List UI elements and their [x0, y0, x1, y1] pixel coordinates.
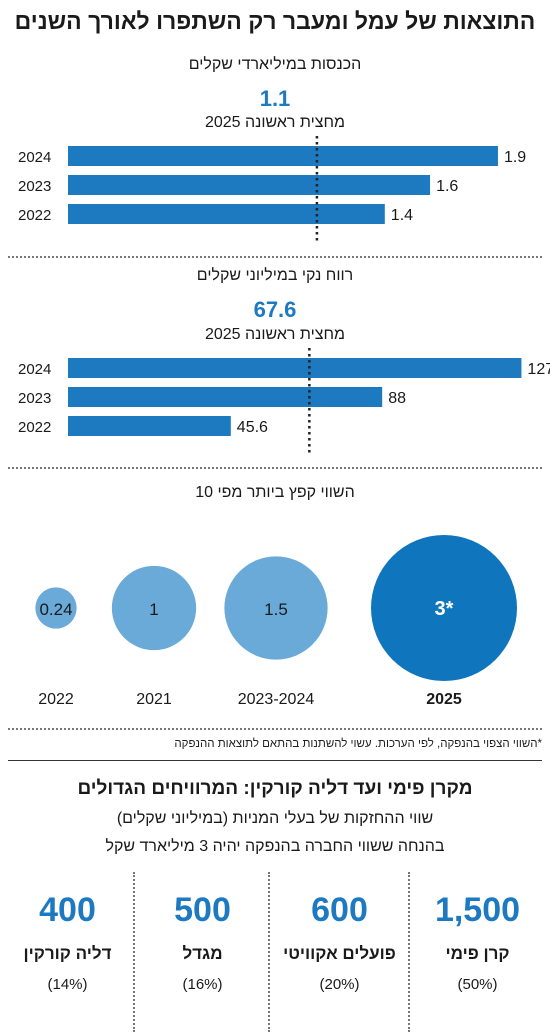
profit-bar-chart: 2024 127 2023 88 2022 45.6 [18, 348, 550, 454]
valuation-value-label: 1 [149, 600, 158, 619]
revenue-bar-chart: 2024 1.9 2023 1.6 2022 1.4 [18, 136, 526, 242]
profit-bar-2022 [68, 416, 231, 436]
holder-percent: (14%) [47, 976, 88, 993]
profit-value-label: 88 [388, 390, 406, 407]
profit-bar-2023 [68, 387, 383, 407]
holder-korkin: 400 דליה קורקין (14%) [0, 890, 135, 993]
profit-subtitle: רווח נקי במיליוני שקלים [196, 267, 354, 284]
revenue-bar-2022 [68, 204, 385, 224]
holder-name: דליה קורקין [23, 944, 112, 963]
valuation-year-label: 2022 [38, 691, 74, 708]
valuation-bubble-2021 [111, 565, 197, 651]
section-divider-solid [8, 760, 542, 761]
valuation-value-label: 3* [435, 598, 454, 620]
holder-amount: 600 [311, 891, 368, 929]
holder-poalim-equity: 600 פועלים אקוויטי (20%) [272, 890, 407, 993]
holder-name: פועלים אקוויטי [283, 944, 396, 963]
valuation-bubble-chart: 0.24 2022 1 2021 1.5 2023-2024 3* 2025 [35, 535, 517, 708]
valuation-bubble-2022 [35, 587, 77, 629]
valuation-bubble-2023-2024 [224, 556, 328, 660]
revenue-category-label: 2023 [18, 178, 51, 195]
profit-h1-label: מחצית ראשונה 2025 [204, 326, 346, 343]
holdings-subtitle: שווי ההחזקות של בעלי המניות (במיליוני שק… [116, 810, 434, 827]
valuation-bubble-2025 [371, 535, 517, 681]
footnote: *השווי הצפוי בהנפקה, לפי הערכות. עשוי לה… [174, 738, 542, 750]
holder-migdal: 500 מגדל (16%) [135, 890, 270, 993]
revenue-category-label: 2022 [18, 207, 51, 224]
profit-h1-value: 67.6 [253, 297, 297, 322]
profit-value-label: 127 [527, 361, 550, 378]
holder-percent: (16%) [182, 976, 223, 993]
section-divider [8, 728, 542, 730]
holder-name: מגדל [182, 944, 223, 963]
revenue-h1-value: 1.1 [259, 86, 291, 111]
section-divider [8, 467, 542, 469]
revenue-subtitle: הכנסות במיליארדי שקלים [188, 56, 362, 73]
profit-value-label: 45.6 [237, 419, 268, 436]
revenue-bar-2023 [68, 175, 431, 195]
valuation-year-label: 2021 [136, 691, 172, 708]
revenue-value-label: 1.9 [504, 149, 526, 166]
holdings-assumption: בהנחה ששווי החברה בהנפקה יהיה 3 מיליארד … [105, 838, 445, 855]
section-divider [8, 256, 542, 258]
revenue-value-label: 1.4 [391, 207, 413, 224]
holder-amount: 1,500 [434, 891, 521, 929]
holder-percent: (50%) [457, 976, 498, 993]
profit-category-label: 2024 [18, 361, 51, 378]
revenue-value-label: 1.6 [436, 178, 458, 195]
column-divider [133, 872, 135, 1032]
profit-bar-2024 [68, 358, 522, 378]
valuation-subtitle: השווי קפץ ביותר מפי 10 [195, 484, 355, 501]
revenue-h1-label: מחצית ראשונה 2025 [204, 114, 346, 131]
holder-percent: (20%) [319, 976, 360, 993]
main-title: התוצאות של עמל ומעבר רק השתפרו לאורך השנ… [14, 8, 536, 34]
holder-name: קרן פימי [445, 944, 510, 963]
valuation-value-label: 1.5 [264, 600, 288, 619]
holder-fimi: 1,500 קרן פימי (50%) [410, 890, 545, 993]
column-divider [408, 872, 410, 1032]
revenue-category-label: 2024 [18, 149, 51, 166]
column-divider [268, 872, 270, 1032]
holdings-title: מקרן פימי ועד דליה קורקין: המרוויחים הגד… [77, 778, 473, 799]
valuation-value-label: 0.24 [39, 600, 72, 619]
profit-category-label: 2023 [18, 390, 51, 407]
valuation-year-label: 2025 [426, 691, 462, 708]
holder-amount: 400 [39, 891, 96, 929]
revenue-bar-2024 [68, 146, 498, 166]
profit-category-label: 2022 [18, 419, 51, 436]
holder-amount: 500 [174, 891, 231, 929]
valuation-year-label: 2023-2024 [238, 691, 315, 708]
